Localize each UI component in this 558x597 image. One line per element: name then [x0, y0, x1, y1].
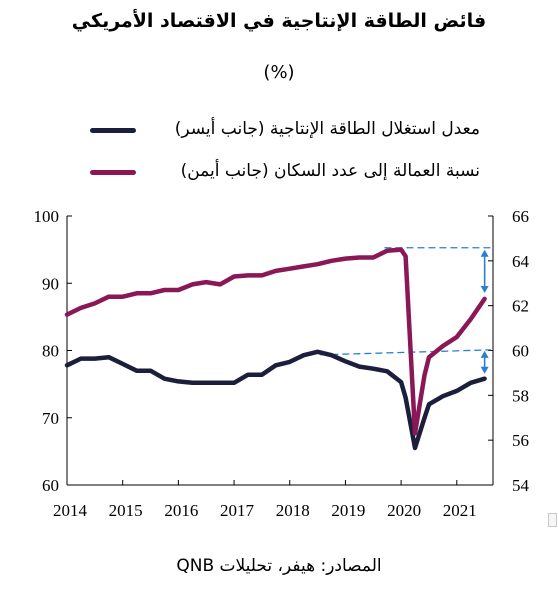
arrow-head-up: [480, 249, 489, 257]
right-tick-label: 64: [512, 252, 530, 271]
left-tick-label: 70: [42, 409, 59, 428]
x-tick-label: 2020: [387, 501, 421, 520]
right-tick-label: 56: [512, 431, 529, 450]
pre-crisis-capacity-dashed-line: [320, 349, 492, 356]
legend-entry-employment-ratio: نسبة العمالة إلى عدد السكان (جانب أيمن): [80, 161, 480, 185]
x-tick-label: 2019: [331, 501, 365, 520]
legend-entry-capacity-utilization: معدل استغلال الطاقة الإنتاجية (جانب أيسر…: [80, 119, 480, 143]
legend-swatch-employment-ratio: [90, 170, 136, 175]
series-line-capacity-utilization: [64, 349, 487, 451]
x-tick-label: 2014: [53, 501, 88, 520]
left-tick-label: 90: [42, 274, 59, 293]
right-tick-label: 62: [512, 297, 529, 316]
x-tick-label: 2017: [220, 501, 255, 520]
source-note: المصادر: هيفر، تحليلات QNB: [176, 556, 382, 576]
left-tick-label: 80: [42, 342, 59, 361]
x-tick-label: 2021: [443, 501, 477, 520]
legend-label-employment-ratio: نسبة العمالة إلى عدد السكان (جانب أيمن): [180, 161, 480, 181]
employment-gap-arrow: [480, 249, 489, 293]
legend-swatch-capacity-utilization: [90, 128, 136, 133]
corner-marker: [548, 513, 557, 527]
arrow-head-down: [480, 285, 489, 293]
left-tick-label: 100: [34, 207, 60, 226]
right-tick-label: 58: [512, 386, 529, 405]
arrow-head-up: [480, 350, 489, 358]
right-tick-label: 54: [512, 476, 530, 495]
x-tick-label: 2016: [164, 501, 198, 520]
series-lines: [64, 247, 487, 451]
chart-subtitle: (%): [263, 62, 295, 83]
axes: 60 70 80 90 100 54 56 58 60 62 64 66 2014 2015 2016 201…: [34, 207, 530, 520]
right-tick-label: 60: [512, 342, 529, 361]
capacity-gap-arrow: [480, 350, 489, 374]
x-tick-label: 2015: [109, 501, 143, 520]
right-tick-label: 66: [512, 207, 529, 226]
left-tick-label: 60: [42, 476, 59, 495]
series-line-employment-ratio: [64, 247, 487, 436]
x-tick-label: 2018: [276, 501, 310, 520]
arrow-head-down: [480, 366, 489, 374]
legend-label-capacity-utilization: معدل استغلال الطاقة الإنتاجية (جانب أيسر…: [174, 119, 480, 139]
chart-title: فائض الطاقة الإنتاجية في الاقتصاد الأمري…: [71, 10, 487, 32]
